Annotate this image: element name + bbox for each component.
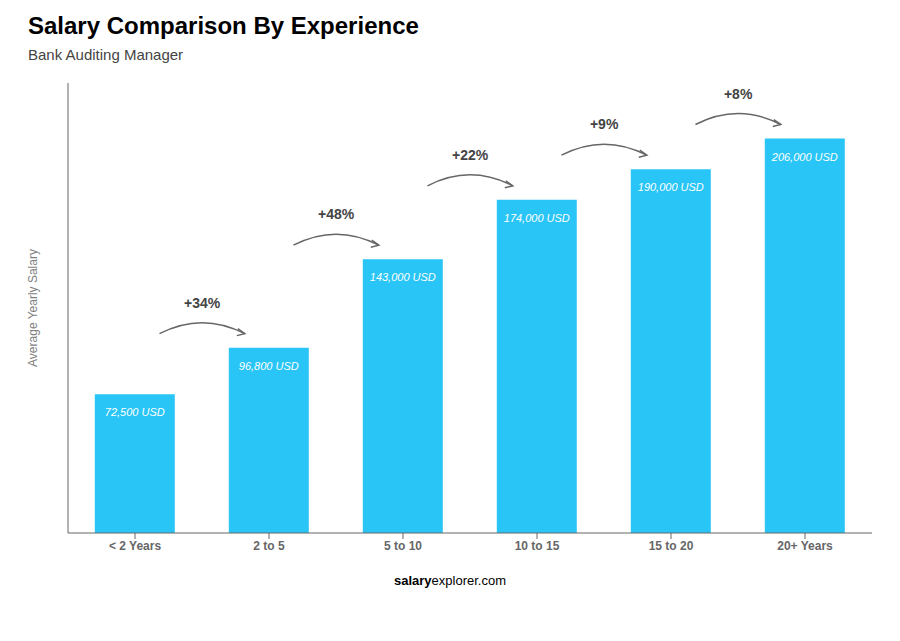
svg-text:+8%: +8%: [724, 86, 753, 102]
svg-text:Average Yearly Salary: Average Yearly Salary: [26, 249, 40, 367]
svg-text:10 to 15: 10 to 15: [515, 539, 560, 553]
svg-text:+9%: +9%: [590, 116, 619, 132]
svg-text:+48%: +48%: [318, 206, 355, 222]
svg-text:+22%: +22%: [452, 147, 489, 163]
svg-text:< 2 Years: < 2 Years: [109, 539, 161, 553]
svg-text:2 to 5: 2 to 5: [253, 539, 285, 553]
html-text:salary explorer.com: salary explorer.com: [394, 573, 506, 588]
svg-text:174,000 USD: 174,000 USD: [504, 212, 570, 224]
svg-text:72,500 USD: 72,500 USD: [105, 406, 165, 418]
svg-text:5 to 10: 5 to 10: [384, 539, 422, 553]
html-text:Salary Comparison By Experienc: Salary Comparison By Experience: [28, 12, 419, 39]
svg-text:15 to 20: 15 to 20: [649, 539, 694, 553]
html-text:Bank Auditing Manager: Bank Auditing Manager: [28, 46, 184, 63]
svg-text:96,800 USD: 96,800 USD: [239, 360, 299, 372]
svg-text:143,000 USD: 143,000 USD: [370, 271, 436, 283]
svg-text:190,000 USD: 190,000 USD: [638, 181, 704, 193]
svg-text:+34%: +34%: [184, 295, 221, 311]
svg-text:206,000 USD: 206,000 USD: [771, 151, 838, 163]
svg-text:20+ Years: 20+ Years: [777, 539, 833, 553]
